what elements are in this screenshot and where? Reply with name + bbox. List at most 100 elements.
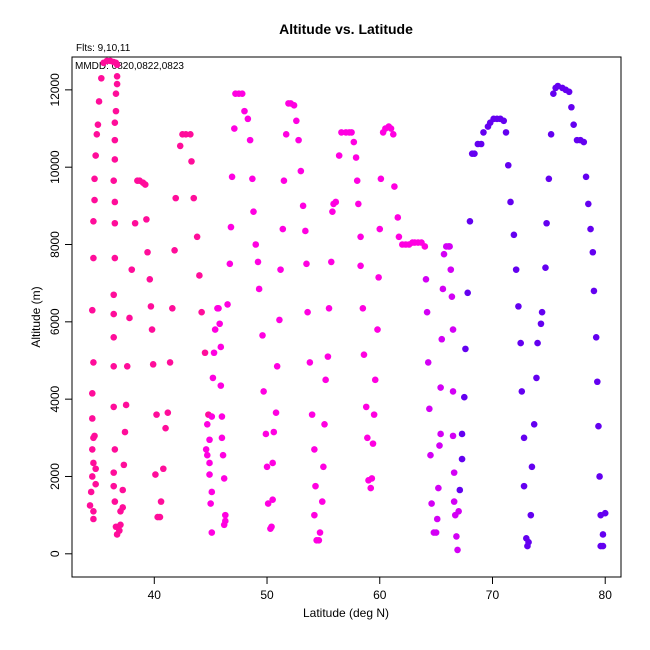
y-tick-label: 2000 xyxy=(48,463,62,490)
data-point xyxy=(542,264,549,272)
chart-title: Altitude vs. Latitude xyxy=(279,21,413,37)
data-point xyxy=(210,349,218,357)
data-point xyxy=(88,446,96,453)
data-point xyxy=(269,459,276,467)
data-point xyxy=(302,227,309,235)
data-point xyxy=(152,471,159,478)
data-point xyxy=(187,131,194,138)
data-point xyxy=(190,194,198,202)
data-point xyxy=(276,316,283,324)
data-point xyxy=(270,428,278,436)
data-point xyxy=(120,461,128,469)
data-point xyxy=(216,320,223,328)
data-point xyxy=(308,411,316,418)
data-point xyxy=(149,361,157,368)
data-point xyxy=(206,459,213,467)
data-point xyxy=(198,308,205,316)
data-point xyxy=(357,233,364,241)
data-point xyxy=(218,413,226,420)
data-point xyxy=(93,131,101,138)
data-point xyxy=(90,515,97,523)
data-point xyxy=(454,546,461,554)
data-point xyxy=(371,376,379,384)
data-point xyxy=(250,208,257,215)
data-point xyxy=(534,339,541,347)
data-point xyxy=(176,142,184,150)
data-point xyxy=(453,533,460,540)
data-point xyxy=(440,250,448,258)
data-point xyxy=(504,161,512,169)
data-point xyxy=(113,73,121,80)
data-point xyxy=(426,405,433,413)
data-point xyxy=(447,266,455,273)
data-point xyxy=(193,233,201,241)
data-point xyxy=(91,196,98,204)
data-point xyxy=(209,374,217,382)
data-point xyxy=(123,362,131,370)
data-point xyxy=(95,98,103,105)
data-point xyxy=(88,473,96,480)
data-point xyxy=(260,388,267,395)
y-axis-label: Altitude (m) xyxy=(29,286,43,347)
data-point xyxy=(422,276,430,283)
data-point xyxy=(215,305,222,312)
data-point xyxy=(268,523,275,531)
data-point xyxy=(227,223,235,231)
data-point xyxy=(111,198,119,206)
data-point xyxy=(222,517,229,525)
data-point xyxy=(238,90,246,98)
y-axis: 0 2000 4000 6000 8000 10000 12000 xyxy=(48,73,73,557)
data-point xyxy=(201,349,209,357)
data-point xyxy=(244,115,252,123)
data-point xyxy=(206,436,213,444)
data-point xyxy=(550,90,557,98)
data-points xyxy=(86,57,609,554)
data-point xyxy=(368,475,376,482)
data-point xyxy=(528,463,536,471)
data-point xyxy=(128,266,136,273)
data-point xyxy=(391,183,398,190)
data-point xyxy=(299,202,307,210)
data-point xyxy=(111,254,119,262)
data-point xyxy=(269,496,276,503)
data-point xyxy=(295,136,302,144)
data-point xyxy=(450,498,458,505)
data-point xyxy=(111,119,119,127)
data-point xyxy=(350,138,358,146)
data-point xyxy=(423,308,431,316)
data-point xyxy=(90,359,97,366)
data-point xyxy=(502,129,510,136)
data-point xyxy=(585,200,592,208)
data-point xyxy=(520,482,528,490)
data-point xyxy=(362,403,370,411)
data-point xyxy=(545,175,553,183)
data-point xyxy=(144,248,151,256)
data-point xyxy=(92,465,99,473)
data-point xyxy=(110,403,118,411)
data-point xyxy=(162,424,169,432)
data-point xyxy=(90,254,97,262)
data-point xyxy=(436,442,443,449)
plot-area: MMDD: 0820,0822,0823 xyxy=(71,56,622,578)
data-point xyxy=(338,129,345,136)
data-point xyxy=(458,455,466,463)
data-point xyxy=(335,152,343,159)
data-point xyxy=(202,446,210,453)
data-point xyxy=(322,376,329,384)
y-tick-label: 4000 xyxy=(48,385,62,412)
data-point xyxy=(113,80,121,88)
data-point xyxy=(587,225,594,233)
data-point xyxy=(348,129,355,136)
data-point xyxy=(543,219,550,227)
data-point xyxy=(263,463,271,471)
data-point xyxy=(254,258,262,266)
data-point xyxy=(437,430,444,438)
y-tick-label: 0 xyxy=(48,550,62,557)
x-axis-label: Latitude (deg N) xyxy=(303,606,389,620)
data-point xyxy=(427,451,434,459)
y-tick-label: 8000 xyxy=(48,231,62,258)
data-point xyxy=(395,233,403,241)
data-point xyxy=(224,301,231,308)
data-point xyxy=(218,434,226,442)
data-point xyxy=(166,359,174,366)
